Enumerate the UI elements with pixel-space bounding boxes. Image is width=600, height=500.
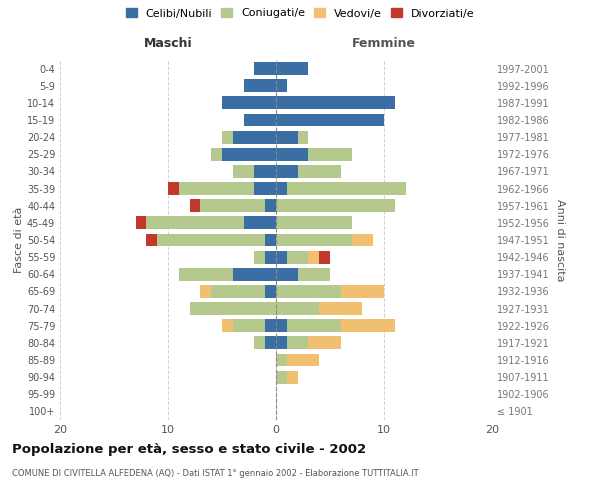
Bar bbox=[341, 320, 395, 332]
Bar bbox=[233, 268, 276, 280]
Legend: Celibi/Nubili, Coniugati/e, Vedovi/e, Divorziati/e: Celibi/Nubili, Coniugati/e, Vedovi/e, Di… bbox=[125, 8, 475, 18]
Bar bbox=[276, 96, 395, 110]
Bar bbox=[276, 250, 287, 264]
Bar bbox=[276, 114, 384, 126]
Bar bbox=[233, 130, 276, 143]
Bar bbox=[222, 96, 276, 110]
Bar bbox=[276, 354, 287, 366]
Bar bbox=[308, 148, 352, 160]
Text: Maschi: Maschi bbox=[143, 36, 193, 50]
Bar bbox=[146, 234, 157, 246]
Bar bbox=[276, 370, 287, 384]
Bar bbox=[136, 216, 146, 230]
Bar bbox=[341, 285, 384, 298]
Bar bbox=[352, 234, 373, 246]
Bar bbox=[319, 250, 330, 264]
Bar bbox=[254, 165, 276, 178]
Bar bbox=[276, 285, 341, 298]
Bar bbox=[254, 62, 276, 75]
Y-axis label: Anni di nascita: Anni di nascita bbox=[555, 198, 565, 281]
Bar bbox=[254, 336, 265, 349]
Bar bbox=[265, 336, 276, 349]
Bar bbox=[157, 234, 265, 246]
Bar bbox=[276, 320, 287, 332]
Bar bbox=[276, 268, 298, 280]
Bar bbox=[222, 320, 233, 332]
Bar bbox=[146, 216, 244, 230]
Bar bbox=[287, 182, 406, 195]
Text: COMUNE DI CIVITELLA ALFEDENA (AQ) - Dati ISTAT 1° gennaio 2002 - Elaborazione TU: COMUNE DI CIVITELLA ALFEDENA (AQ) - Dati… bbox=[12, 469, 419, 478]
Bar bbox=[265, 320, 276, 332]
Text: Femmine: Femmine bbox=[352, 36, 416, 50]
Bar bbox=[276, 336, 287, 349]
Bar bbox=[276, 80, 287, 92]
Bar bbox=[179, 182, 254, 195]
Bar bbox=[211, 285, 265, 298]
Bar bbox=[168, 182, 179, 195]
Bar bbox=[276, 200, 395, 212]
Bar bbox=[298, 268, 330, 280]
Bar bbox=[276, 234, 352, 246]
Bar bbox=[254, 182, 276, 195]
Bar bbox=[190, 200, 200, 212]
Bar bbox=[308, 336, 341, 349]
Bar bbox=[276, 182, 287, 195]
Bar bbox=[287, 370, 298, 384]
Bar bbox=[190, 302, 276, 315]
Text: Popolazione per età, sesso e stato civile - 2002: Popolazione per età, sesso e stato civil… bbox=[12, 442, 366, 456]
Bar bbox=[276, 62, 308, 75]
Bar bbox=[319, 302, 362, 315]
Bar bbox=[254, 250, 265, 264]
Bar bbox=[276, 130, 298, 143]
Bar bbox=[179, 268, 233, 280]
Bar bbox=[298, 165, 341, 178]
Bar bbox=[222, 148, 276, 160]
Bar bbox=[222, 130, 233, 143]
Bar bbox=[265, 250, 276, 264]
Bar bbox=[287, 250, 308, 264]
Bar bbox=[233, 320, 265, 332]
Y-axis label: Fasce di età: Fasce di età bbox=[14, 207, 24, 273]
Bar bbox=[211, 148, 222, 160]
Bar bbox=[265, 200, 276, 212]
Bar bbox=[298, 130, 308, 143]
Bar bbox=[200, 200, 265, 212]
Bar bbox=[244, 114, 276, 126]
Bar bbox=[287, 320, 341, 332]
Bar bbox=[276, 165, 298, 178]
Bar bbox=[276, 148, 308, 160]
Bar bbox=[200, 285, 211, 298]
Bar bbox=[287, 336, 308, 349]
Bar bbox=[265, 285, 276, 298]
Bar bbox=[233, 165, 254, 178]
Bar bbox=[265, 234, 276, 246]
Bar bbox=[276, 302, 319, 315]
Bar bbox=[244, 80, 276, 92]
Bar bbox=[276, 216, 352, 230]
Bar bbox=[244, 216, 276, 230]
Bar bbox=[287, 354, 319, 366]
Bar bbox=[308, 250, 319, 264]
